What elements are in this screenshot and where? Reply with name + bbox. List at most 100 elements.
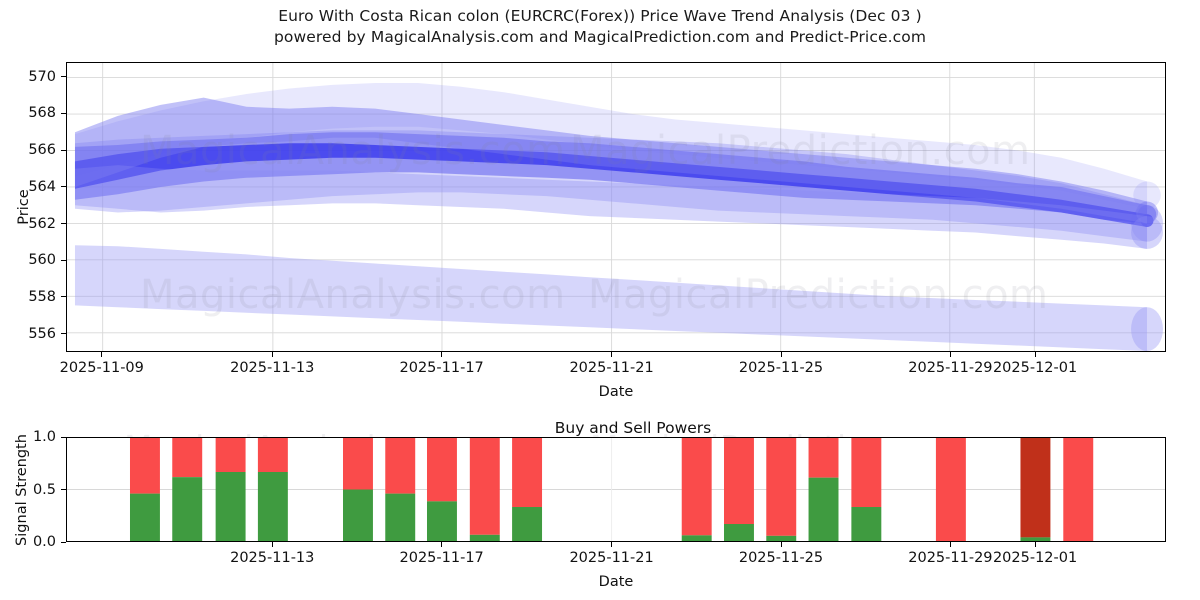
sell-power-segment	[724, 438, 754, 525]
buy-power-segment	[724, 524, 754, 541]
power-bar	[172, 438, 203, 541]
power-y-axis-label: Signal Strength	[14, 433, 30, 546]
power-xtick-mark-5	[1034, 542, 1036, 547]
buy-power-segment	[681, 535, 712, 541]
power-xtick-mark-1	[441, 542, 443, 547]
buy-power-segment	[257, 471, 288, 541]
power-bar	[469, 438, 500, 541]
buy-power-segment	[129, 493, 160, 541]
price-xtick-label-0: 2025-11-09	[59, 360, 144, 376]
power-xtick-mark-0	[271, 542, 273, 547]
price-xtick-mark-1	[271, 352, 273, 357]
buy-power-segment	[385, 493, 416, 541]
buy-sell-powers-plot-area	[66, 437, 1166, 542]
price-ytick-mark-3	[61, 223, 66, 225]
power-ytick-mark-0	[61, 541, 66, 543]
power-xtick-label-2: 2025-11-21	[569, 550, 654, 566]
price-ytick-label-6: 568	[28, 105, 56, 122]
power-ytick-mark-2	[61, 436, 66, 438]
power-xtick-label-3: 2025-11-25	[738, 550, 824, 566]
buy-power-segment	[1020, 537, 1051, 541]
sell-power-segment	[257, 438, 288, 472]
buy-power-segment	[808, 477, 839, 541]
sell-power-segment	[129, 438, 160, 494]
power-bar	[385, 438, 416, 541]
sell-power-segment	[172, 438, 203, 478]
sell-power-segment	[342, 438, 373, 490]
power-bar	[681, 438, 712, 541]
power-ytick-label-0: 0.0	[32, 534, 56, 550]
price-ytick-mark-0	[61, 333, 66, 335]
price-xtick-label-2: 2025-11-17	[399, 360, 484, 376]
sell-power-segment	[935, 438, 966, 541]
power-bar	[724, 438, 754, 541]
power-xtick-label-5: 2025-12-01	[992, 550, 1078, 566]
price-xtick-mark-0	[101, 352, 103, 357]
price-xtick-mark-4	[780, 352, 782, 357]
power-bar	[342, 438, 373, 541]
price-xtick-label-4: 2025-11-25	[738, 360, 824, 376]
price-y-axis-label: Price	[16, 189, 32, 225]
power-bar	[1020, 438, 1051, 541]
price-band-upper-haze-band	[74, 83, 1161, 209]
price-x-axis-label: Date	[598, 384, 634, 400]
sell-power-segment	[681, 438, 712, 536]
power-bar	[808, 438, 839, 541]
power-xtick-label-0: 2025-11-13	[230, 550, 315, 566]
buy-power-segment	[215, 471, 246, 541]
sell-power-segment	[426, 438, 457, 502]
buy-power-segment	[766, 535, 797, 541]
power-xtick-mark-3	[780, 542, 782, 547]
price-band-lower-inner-band	[74, 165, 1164, 249]
price-xtick-mark-3	[611, 352, 613, 357]
power-xtick-mark-2	[611, 542, 613, 547]
buy-power-segment	[172, 477, 203, 541]
price-xtick-mark-2	[441, 352, 443, 357]
sell-power-segment	[469, 438, 500, 535]
price-band-lower-support-band	[74, 245, 1164, 351]
power-ytick-label-1: 0.5	[32, 481, 56, 498]
power-bar	[215, 438, 246, 541]
buy-power-segment	[342, 489, 373, 541]
sell-power-segment	[512, 438, 543, 508]
power-bar	[766, 438, 797, 541]
price-xtick-label-3: 2025-11-21	[569, 360, 654, 376]
price-band-secondary-upper-band	[74, 97, 1159, 224]
price-ytick-mark-5	[61, 149, 66, 151]
power-bar	[1063, 438, 1094, 541]
power-bar	[257, 438, 288, 541]
price-xtick-label-1: 2025-11-13	[230, 360, 315, 376]
sell-power-segment	[385, 438, 416, 494]
price-ytick-label-1: 558	[28, 288, 56, 305]
title-line-2: powered by MagicalAnalysis.com and Magic…	[273, 28, 927, 46]
power-bar	[851, 438, 882, 541]
power-chart-title: Buy and Sell Powers	[554, 419, 712, 437]
power-ytick-mark-1	[61, 489, 66, 490]
sell-power-segment	[808, 438, 839, 478]
price-ytick-label-3: 562	[28, 215, 56, 232]
power-bar	[935, 438, 966, 541]
power-bar	[512, 438, 543, 541]
price-ytick-label-7: 570	[28, 68, 56, 85]
price-wave-chart-plot-area	[66, 62, 1166, 352]
power-xtick-mark-4	[949, 542, 951, 547]
sell-power-segment	[1020, 438, 1051, 538]
price-ytick-label-4: 564	[28, 178, 56, 195]
price-ytick-mark-6	[61, 112, 66, 114]
price-xtick-label-5: 2025-11-29	[908, 360, 993, 376]
buy-sell-power-bars	[67, 438, 1165, 541]
sell-power-segment	[766, 438, 797, 536]
price-ytick-label-0: 556	[28, 325, 56, 342]
price-band-core-dark-trend-band	[74, 143, 1154, 228]
title-line-1: Euro With Costa Rican colon (EURCRC(Fore…	[278, 7, 922, 25]
buy-power-segment	[512, 507, 543, 541]
price-ytick-mark-2	[61, 259, 66, 261]
price-ytick-mark-1	[61, 296, 66, 298]
price-xtick-label-6: 2025-12-01	[992, 360, 1078, 376]
price-ytick-mark-4	[61, 186, 66, 188]
sell-power-segment	[1063, 438, 1094, 541]
sell-power-segment	[851, 438, 882, 508]
price-ytick-label-5: 566	[28, 142, 56, 159]
price-xtick-mark-5	[949, 352, 951, 357]
